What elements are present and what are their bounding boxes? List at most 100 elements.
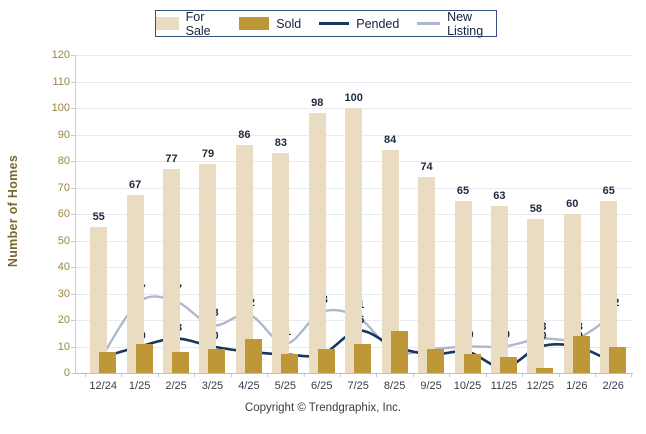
for-sale-value-label: 58 <box>529 203 542 216</box>
y-axis-tick-mark <box>71 108 75 109</box>
legend-item-for-sale: For Sale <box>156 10 221 38</box>
x-axis-tick-mark <box>230 374 232 377</box>
y-axis-tick-label: 0 <box>63 367 70 379</box>
x-axis-tick-label: 1/26 <box>566 380 588 392</box>
x-axis-tick-label: 9/25 <box>420 380 442 392</box>
bar-for-sale <box>527 219 545 373</box>
pended-line-swatch <box>319 22 350 25</box>
for-sale-value-label: 79 <box>201 147 215 160</box>
bar-sold <box>427 349 445 373</box>
sold-swatch <box>239 17 270 30</box>
x-axis-tick-label: 6/25 <box>311 380 333 392</box>
y-axis-tick-mark <box>71 214 75 215</box>
for-sale-value-label: 84 <box>384 134 397 147</box>
legend-label: For Sale <box>185 9 211 38</box>
x-axis-tick-mark <box>412 374 414 377</box>
x-axis-tick-mark <box>449 374 451 377</box>
legend-label: New Listing <box>447 9 484 38</box>
y-axis-tick-label: 10 <box>57 340 70 353</box>
for-sale-value-label: 86 <box>238 129 251 142</box>
y-axis-tick-label: 20 <box>57 314 70 326</box>
x-axis-line <box>75 373 633 374</box>
y-axis-tick-label: 80 <box>57 155 70 167</box>
x-axis-tick-mark <box>339 374 341 377</box>
y-axis-line <box>75 55 76 373</box>
bar-for-sale <box>272 153 290 373</box>
for-sale-swatch <box>156 17 179 30</box>
x-axis-tick-label: 12/25 <box>526 380 555 392</box>
x-axis-tick-label: 4/25 <box>238 380 260 392</box>
x-axis-tick-label: 3/25 <box>201 380 224 392</box>
bar-for-sale <box>490 206 508 373</box>
y-axis-tick-mark <box>71 346 75 348</box>
bar-sold <box>463 354 481 373</box>
y-axis-tick-label: 50 <box>57 234 70 247</box>
x-axis-tick-label: 12/24 <box>89 380 117 392</box>
bar-sold <box>572 335 590 373</box>
y-axis-tick-mark <box>71 267 75 268</box>
bar-sold <box>244 338 262 373</box>
bar-for-sale <box>199 163 217 373</box>
x-axis-tick-label: 2/25 <box>165 380 187 392</box>
y-axis-tick-label: 70 <box>57 181 70 194</box>
bar-sold <box>536 367 554 373</box>
bar-sold <box>317 349 335 373</box>
y-axis-tick-mark <box>71 240 75 242</box>
y-axis-tick-mark <box>71 187 75 189</box>
y-axis-tick-label: 110 <box>52 75 70 88</box>
for-sale-value-label: 77 <box>165 152 178 165</box>
y-axis-tick-mark <box>71 161 75 162</box>
legend-label: Pended <box>356 16 400 31</box>
y-axis-tick-mark <box>71 293 75 295</box>
x-axis-tick-mark <box>84 374 86 377</box>
x-axis-tick-label: 7/25 <box>347 380 369 392</box>
bar-sold <box>281 354 299 373</box>
x-axis-tick-mark <box>558 374 560 377</box>
x-axis-tick-label: 11/25 <box>490 380 518 392</box>
x-axis-tick-mark <box>376 374 378 377</box>
y-axis-title: Number of Homes <box>6 154 20 268</box>
for-sale-value-label: 98 <box>311 97 324 110</box>
for-sale-value-label: 55 <box>92 211 105 224</box>
y-axis-tick-mark <box>71 373 75 374</box>
y-axis-tick-label: 60 <box>57 208 70 220</box>
y-axis-tick-label: 120 <box>51 49 70 61</box>
for-sale-value-label: 100 <box>344 92 363 104</box>
x-axis-tick-label: 5/25 <box>274 380 297 392</box>
x-axis-tick-label: 10/25 <box>453 380 482 392</box>
x-axis-tick-mark <box>157 374 159 377</box>
bar-for-sale <box>163 168 181 373</box>
y-axis-tick-label: 30 <box>57 287 70 300</box>
bar-sold <box>390 330 408 373</box>
x-axis-tick-label: 1/25 <box>128 380 151 392</box>
for-sale-value-label: 65 <box>602 184 615 197</box>
y-axis-tick-label: 40 <box>57 261 70 273</box>
x-axis-tick-mark <box>485 374 487 377</box>
y-axis-tick-label: 100 <box>51 102 70 114</box>
bar-sold <box>208 349 226 373</box>
x-axis-tick-label: 2/26 <box>602 380 624 392</box>
y-axis-tick-label: 90 <box>57 128 70 141</box>
x-axis-tick-mark <box>303 374 305 377</box>
x-axis-tick-label: 8/25 <box>383 380 406 392</box>
bar-for-sale <box>308 113 326 373</box>
bar-sold <box>609 346 627 373</box>
for-sale-value-label: 83 <box>274 137 287 150</box>
bar-for-sale <box>418 176 436 373</box>
legend-item-sold: Sold <box>239 17 301 31</box>
y-axis-tick-mark <box>71 134 75 136</box>
x-axis-tick-mark <box>522 374 524 377</box>
for-sale-value-label: 63 <box>493 190 506 203</box>
for-sale-value-label: 60 <box>566 198 579 210</box>
copyright-text: Copyright © Trendgraphix, Inc. <box>244 402 402 414</box>
x-axis-tick-mark <box>631 374 633 377</box>
legend-label: Sold <box>276 16 302 31</box>
bar-sold <box>135 343 153 373</box>
bar-sold <box>354 343 372 373</box>
bar-sold <box>499 357 517 373</box>
x-axis-tick-mark <box>595 374 596 377</box>
new-listing-line-swatch <box>417 22 441 25</box>
bar-for-sale <box>454 200 472 373</box>
x-axis-tick-mark <box>194 374 196 377</box>
